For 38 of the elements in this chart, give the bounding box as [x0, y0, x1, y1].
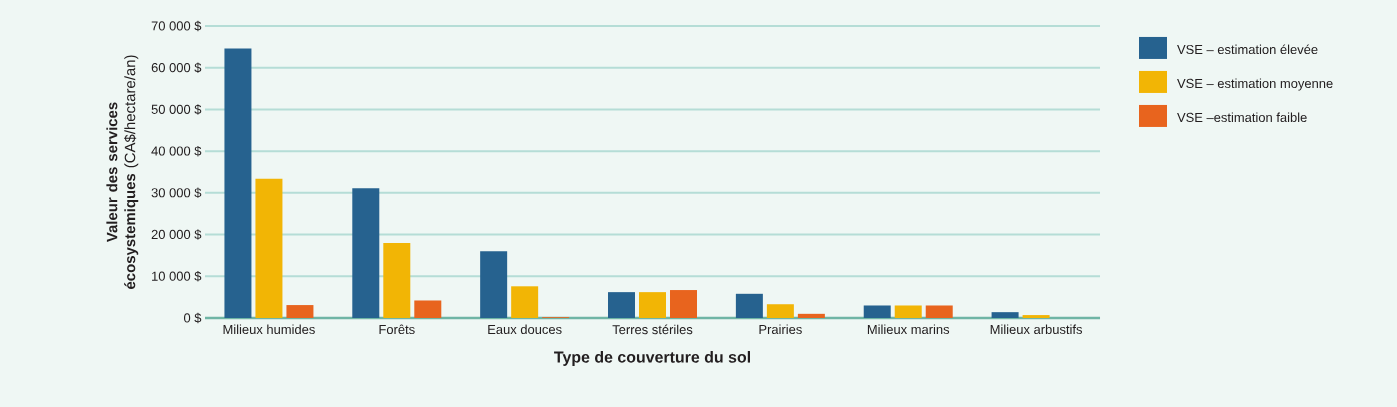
bar [608, 292, 636, 318]
bar [735, 293, 763, 318]
x-tick-label: Milieux humides [223, 324, 315, 335]
bar [383, 242, 411, 318]
x-tick-label: Milieux marins [867, 324, 950, 335]
bar [286, 305, 314, 318]
x-tick-label: Terres stériles [612, 324, 693, 335]
bar [224, 48, 252, 318]
y-tick-label: 40 000 $ [151, 145, 202, 157]
bar [670, 290, 698, 318]
bar [894, 305, 922, 318]
bar [797, 313, 825, 318]
y-tick-label: 30 000 $ [151, 187, 202, 199]
legend-label: VSE – estimation moyenne [1177, 78, 1333, 91]
y-tick-label: 60 000 $ [151, 62, 202, 73]
y-tick-label: 10 000 $ [152, 271, 202, 282]
bar [480, 251, 508, 318]
bar [511, 286, 539, 318]
bar [991, 312, 1019, 318]
legend-label: VSE – estimation élevée [1177, 44, 1318, 55]
x-tick-label: Eaux douces [488, 324, 562, 335]
x-tick-label: Prairies [759, 324, 802, 335]
x-axis-title: Type de couverture du sol [554, 351, 750, 366]
y-tick-label: 0 $ [183, 312, 202, 324]
bar [1022, 315, 1050, 318]
bar [639, 292, 667, 318]
bar [255, 178, 283, 318]
y-tick-label: 70 000 $ [151, 20, 202, 32]
bar [352, 188, 380, 318]
x-tick-label: Forêts [379, 324, 415, 335]
x-tick-label: Milieux arbustifs [990, 324, 1083, 335]
bar [925, 305, 953, 318]
y-tick-label: 20 000 $ [151, 229, 202, 240]
bar [863, 305, 891, 318]
legend-label: VSE –estimation faible [1177, 112, 1307, 123]
y-tick-label: 50 000 $ [151, 104, 202, 115]
bar [766, 304, 794, 318]
bar [414, 300, 442, 318]
